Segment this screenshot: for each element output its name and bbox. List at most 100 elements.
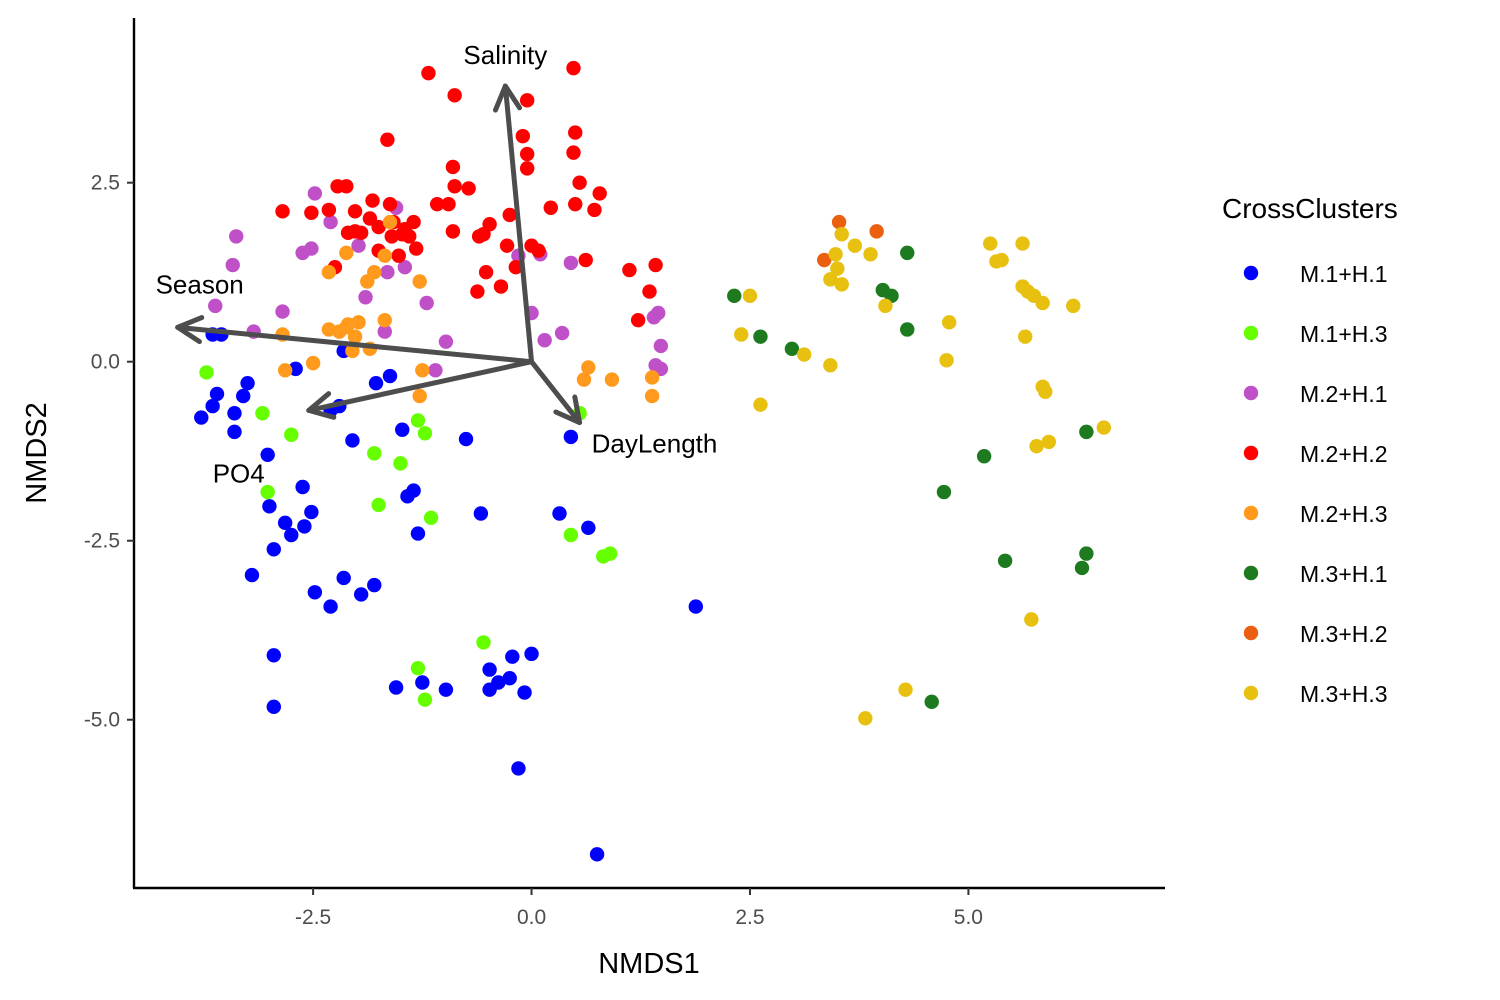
data-point [784,341,800,357]
data-point [345,343,360,359]
data-point [753,329,768,344]
data-point [653,338,669,354]
series-M.2+H.2 [275,60,663,328]
data-point [288,361,303,377]
data-point [622,262,637,278]
data-point [1015,236,1030,251]
data-point [339,245,354,261]
series-M.2+H.1 [208,186,669,378]
data-point [377,324,392,339]
data-point [377,248,392,263]
data-point [651,305,666,321]
data-point [563,255,579,271]
data-point [592,186,607,201]
data-point [406,483,421,498]
x-tick-label: 5.0 [954,906,983,929]
data-point [321,202,337,218]
data-point [554,325,570,341]
data-point [367,577,382,593]
data-point [589,847,605,862]
data-point [936,484,952,500]
data-point [482,662,497,677]
data-point [382,196,398,212]
data-point [834,277,849,292]
data-point [358,290,373,305]
data-point [410,526,426,541]
data-point [229,229,244,244]
data-point [823,272,838,287]
data-point [630,312,646,328]
data-point [208,298,223,314]
data-point [304,205,319,220]
data-point [470,284,485,299]
data-point [1074,560,1090,576]
x-axis-title: NMDS1 [598,948,700,980]
data-point [1024,612,1039,627]
data-point [199,365,214,380]
data-point [648,257,663,273]
data-point [831,214,847,230]
data-point [406,214,421,230]
data-point [834,227,849,242]
data-point [493,279,509,294]
legend-entry: M.2+H.2 [1243,441,1388,467]
data-point [441,196,456,212]
data-point [227,406,242,421]
data-point [388,680,404,695]
data-point [277,515,293,531]
data-point [393,456,408,471]
y-tick-label: -5.0 [84,709,120,732]
data-point [209,386,225,402]
data-point [266,699,281,715]
data-point [924,694,939,710]
legend-entry: M.1+H.3 [1243,321,1388,347]
data-point [380,132,395,147]
data-point [482,217,497,232]
data-point [415,363,430,378]
data-point [371,497,386,513]
data-point [543,200,558,215]
data-point [847,238,863,253]
data-point [511,761,526,776]
data-point [727,288,742,304]
data-point [297,519,312,534]
data-point [227,424,242,440]
series-M.2+H.3 [275,214,660,404]
data-point [347,204,363,219]
legend-label: M.2+H.3 [1300,501,1388,527]
data-point [351,238,366,253]
data-point [519,146,535,162]
data-point [260,447,275,462]
data-point [796,347,812,362]
data-point [295,245,310,261]
data-point [304,504,319,520]
data-point [476,635,491,650]
data-point [336,570,351,586]
data-point [445,159,461,175]
data-point [994,252,1009,268]
vector-arrow-head [175,315,205,345]
data-point [445,224,461,239]
data-point [275,204,290,219]
legend-label: M.2+H.1 [1300,381,1388,407]
data-point [419,295,434,311]
data-point [295,479,310,495]
data-point [447,179,462,194]
data-point [519,161,535,176]
data-point [482,682,497,697]
data-point [347,329,363,344]
legend-entry: M.3+H.3 [1243,681,1388,707]
data-point [602,546,618,561]
data-point [566,145,581,160]
legend-swatch [1243,505,1259,521]
data-point [260,484,275,500]
vectors-layer: Salinity Season PO4 DayLength [156,40,718,488]
legend-label: M.1+H.3 [1300,321,1388,347]
data-point [391,248,406,263]
data-point [402,229,417,244]
points-layer [194,60,1112,862]
data-point [351,315,366,330]
data-point [410,660,426,676]
data-point [502,670,517,686]
